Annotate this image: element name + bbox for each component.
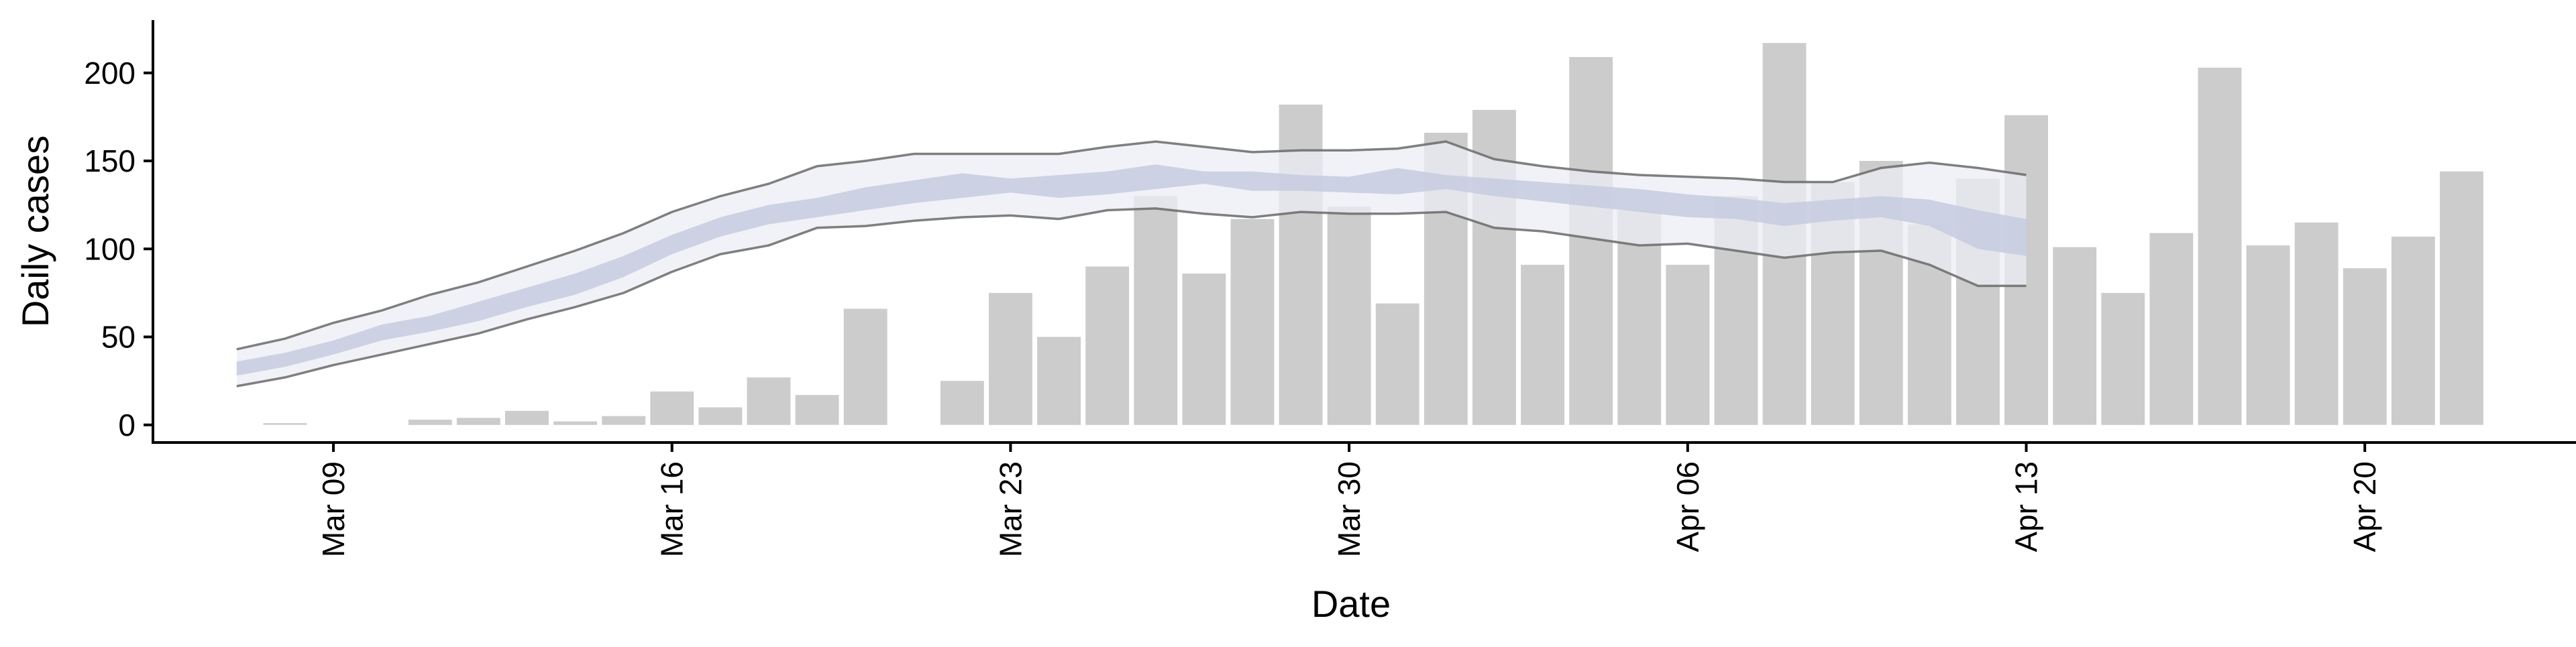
bar-2020-04-15 [2101, 292, 2145, 425]
bar-2020-03-25 [1085, 266, 1130, 425]
bar-2020-03-23 [989, 292, 1032, 425]
bar-2020-04-03 [1521, 264, 1564, 425]
bar-2020-03-28 [1230, 219, 1275, 425]
x-tick-label-2020-04-20: Apr 20 [2347, 461, 2382, 552]
axes-group [152, 20, 2576, 444]
bar-2020-03-20 [843, 308, 888, 425]
bar-2020-03-26 [1134, 196, 1178, 425]
bar-2020-03-14 [553, 421, 597, 425]
bar-2020-03-18 [747, 377, 791, 425]
y-ticks: 0 50 100 150 200 [84, 56, 153, 443]
bar-2020-03-12 [456, 418, 500, 425]
bar-2020-04-17 [2198, 67, 2242, 425]
x-ticks: Mar 09 Mar 16 Mar 23 Mar 30 Apr 06 Apr 13 Apr … [316, 443, 2382, 557]
y-tick-label-0: 0 [118, 408, 136, 443]
bar-2020-04-20 [2343, 268, 2387, 425]
bar-2020-03-15 [602, 416, 646, 425]
bar-2020-04-14 [2053, 247, 2097, 425]
bar-2020-03-22 [940, 381, 984, 425]
x-axis-title: Date [1311, 583, 1391, 625]
x-tick-label-2020-03-09: Mar 09 [316, 461, 351, 557]
x-tick-label-2020-03-16: Mar 16 [655, 461, 690, 557]
bar-2020-03-19 [795, 395, 839, 425]
bar-2020-04-16 [2149, 233, 2194, 425]
bar-2020-03-24 [1037, 337, 1081, 425]
y-tick-label-150: 150 [84, 143, 136, 178]
bar-2020-04-21 [2391, 236, 2435, 425]
x-tick-label-2020-03-30: Mar 30 [1332, 461, 1366, 557]
bar-2020-03-31 [1375, 303, 1419, 425]
bar-2020-03-08 [263, 423, 307, 425]
y-axis-title: Daily cases [14, 135, 56, 327]
y-tick-label-200: 200 [84, 56, 136, 91]
bar-2020-03-17 [698, 407, 743, 425]
outer-band-upper-line [236, 140, 2027, 351]
bar-2020-04-19 [2294, 222, 2339, 425]
outer-band-lower-line [236, 207, 2027, 388]
bar-2020-04-18 [2246, 245, 2290, 425]
x-tick-label-2020-03-23: Mar 23 [993, 461, 1028, 557]
estimate-band-group [236, 140, 2027, 388]
inner-band-area [236, 164, 2027, 376]
bars-group [263, 43, 2483, 425]
bar-2020-04-06 [1666, 264, 1710, 425]
bar-2020-03-16 [650, 391, 694, 425]
x-tick-label-2020-04-13: Apr 13 [2009, 461, 2044, 552]
bar-2020-03-11 [408, 419, 452, 425]
y-tick-label-50: 50 [101, 320, 136, 355]
bar-2020-03-30 [1327, 207, 1371, 425]
bar-2020-04-22 [2440, 171, 2483, 425]
bar-2020-03-13 [505, 410, 549, 425]
x-tick-label-2020-04-06: Apr 06 [1670, 461, 1705, 552]
y-tick-label-100: 100 [84, 231, 136, 266]
bar-2020-03-27 [1182, 274, 1226, 425]
